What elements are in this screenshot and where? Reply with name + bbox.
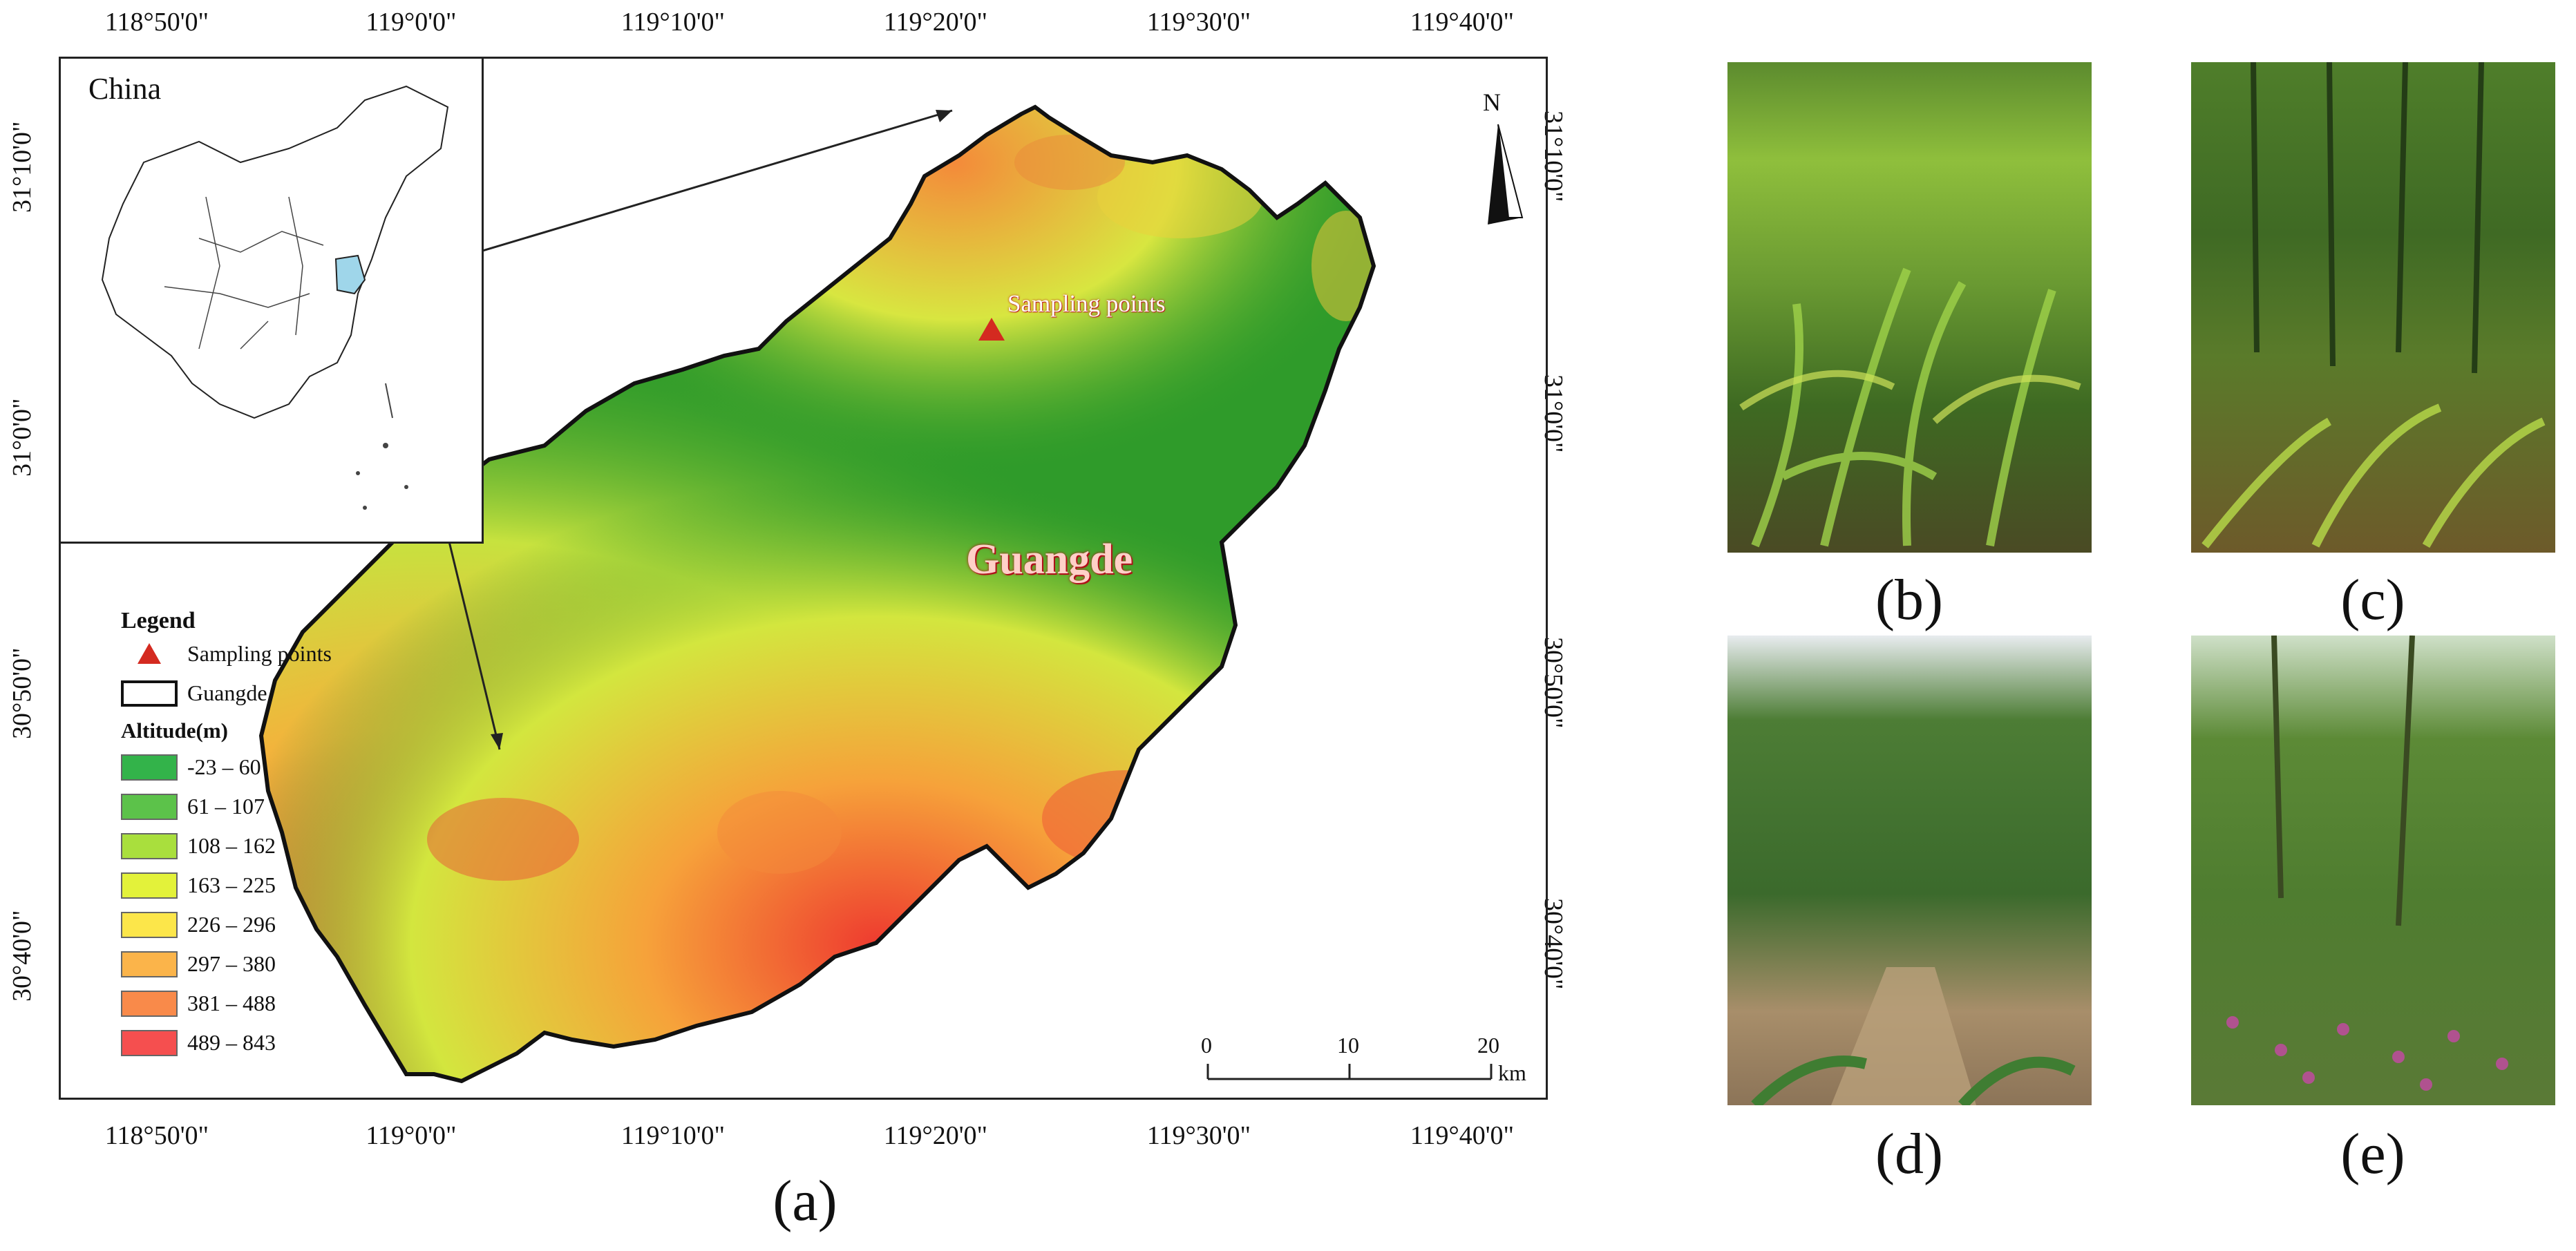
altitude-swatch — [121, 990, 178, 1017]
latitude-tick-left: 30°50'0" — [8, 647, 37, 739]
altitude-swatch — [121, 754, 178, 781]
photo-d-path — [1751, 967, 2076, 1105]
altitude-class-label: 163 – 225 — [187, 872, 276, 897]
legend-boundary-label: Guangde — [187, 680, 267, 705]
altitude-class-row: 381 – 488 — [121, 984, 332, 1023]
china-outline — [101, 85, 449, 510]
sampling-triangle-icon — [138, 642, 161, 664]
scale-bar — [1206, 1064, 1493, 1080]
altitude-swatch — [121, 951, 178, 977]
photo-c-bamboo — [2191, 62, 2555, 553]
panel-label-b: (b) — [1875, 568, 1943, 632]
scale-tick-0: 0 — [1201, 1033, 1212, 1058]
altitude-class-label: -23 – 60 — [187, 754, 261, 779]
longitude-tick-top: 119°40'0" — [1410, 8, 1515, 37]
scale-unit: km — [1498, 1060, 1526, 1085]
photo-c-stems — [2201, 62, 2546, 548]
altitude-swatch — [121, 911, 178, 938]
north-arrow-icon — [1488, 124, 1524, 225]
panel-label-d: (d) — [1875, 1122, 1943, 1186]
scale-tick-20: 20 — [1477, 1033, 1499, 1058]
region-label: Guangde — [966, 536, 1133, 583]
legend-boundary-row: Guangde — [121, 674, 332, 713]
altitude-swatch — [121, 793, 178, 820]
photo-b-field — [1727, 62, 2092, 553]
legend-sampling-row: Sampling points — [121, 634, 332, 674]
altitude-class-row: -23 – 60 — [121, 747, 332, 787]
scale-tick-10: 10 — [1337, 1033, 1359, 1058]
map-legend: Legend Sampling points Guangde Altitude(… — [121, 608, 332, 1062]
altitude-class-row: 108 – 162 — [121, 826, 332, 866]
longitude-tick-top: 119°0'0" — [366, 8, 457, 37]
longitude-tick-bottom: 119°40'0" — [1410, 1121, 1515, 1150]
longitude-tick-bottom: 119°10'0" — [621, 1121, 726, 1150]
china-inset-map: China — [59, 57, 484, 544]
sampling-point-label: Sampling points — [1007, 290, 1166, 317]
latitude-tick-left: 30°40'0" — [8, 910, 37, 1002]
altitude-class-label: 489 – 843 — [187, 1030, 276, 1055]
altitude-class-row: 297 – 380 — [121, 944, 332, 984]
photo-e-orchids — [2191, 636, 2555, 1105]
altitude-class-row: 489 – 843 — [121, 1023, 332, 1062]
legend-title: Legend — [121, 608, 196, 633]
inset-title: China — [88, 72, 162, 106]
longitude-tick-top: 119°30'0" — [1146, 8, 1251, 37]
photo-b-plants — [1739, 267, 2081, 548]
north-label: N — [1483, 88, 1501, 116]
altitude-class-label: 381 – 488 — [187, 991, 276, 1015]
altitude-classes: -23 – 60 61 – 107 108 – 162 163 – 225 226 – … — [121, 747, 332, 1062]
pointer-arrow-north — [419, 109, 953, 271]
altitude-title: Altitude(m) — [121, 718, 228, 743]
altitude-swatch — [121, 872, 178, 899]
panel-label-e: (e) — [2340, 1122, 2405, 1186]
altitude-class-row: 61 – 107 — [121, 787, 332, 826]
altitude-swatch — [121, 832, 178, 859]
longitude-tick-bottom: 119°0'0" — [366, 1121, 457, 1150]
longitude-tick-bottom: 119°30'0" — [1146, 1121, 1251, 1150]
sampling-point-marker — [978, 318, 1005, 341]
altitude-class-label: 61 – 107 — [187, 794, 265, 819]
latitude-tick-left: 31°0'0" — [8, 398, 37, 477]
longitude-tick-top: 118°50'0" — [104, 8, 209, 37]
longitude-tick-top: 119°10'0" — [621, 8, 726, 37]
altitude-class-row: 226 – 296 — [121, 905, 332, 944]
legend-sampling-label: Sampling points — [187, 641, 332, 666]
photo-e-flowers — [2226, 636, 2508, 1091]
longitude-tick-bottom: 119°20'0" — [883, 1121, 988, 1150]
altitude-class-label: 108 – 162 — [187, 833, 276, 858]
altitude-swatch — [121, 1029, 178, 1056]
panel-label-a: (a) — [773, 1169, 837, 1233]
altitude-class-label: 226 – 296 — [187, 912, 276, 937]
longitude-tick-bottom: 118°50'0" — [104, 1121, 209, 1150]
latitude-tick-left: 31°10'0" — [8, 121, 37, 213]
photo-d-tree-row — [1727, 636, 2092, 1105]
boundary-swatch — [121, 680, 178, 707]
altitude-class-label: 297 – 380 — [187, 951, 276, 976]
altitude-class-row: 163 – 225 — [121, 866, 332, 905]
longitude-tick-top: 119°20'0" — [883, 8, 988, 37]
panel-label-c: (c) — [2340, 568, 2405, 632]
